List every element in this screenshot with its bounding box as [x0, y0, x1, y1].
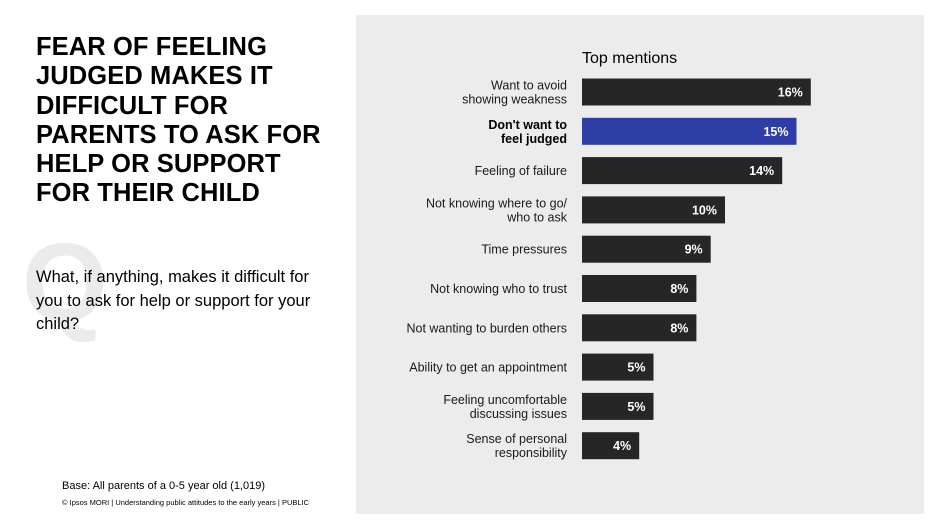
bar	[582, 235, 711, 263]
category-label: Not knowing who to trust	[430, 282, 567, 296]
category-label: Sense of personal responsibility	[466, 432, 568, 460]
bar	[582, 196, 725, 224]
category-label: Feeling uncomfortable discussing issues	[443, 393, 567, 421]
base-note: Base: All parents of a 0-5 year old (1,0…	[62, 480, 266, 492]
data-label: 4%	[613, 439, 631, 453]
data-label: 5%	[627, 361, 645, 375]
question-mark-watermark: Q	[22, 221, 108, 344]
chart-title: Top mentions	[582, 50, 678, 67]
bar	[582, 392, 654, 420]
slide-title: FEAR OF FEELING JUDGED MAKES IT DIFFICUL…	[36, 33, 321, 208]
bar	[582, 275, 697, 302]
bar	[582, 157, 783, 185]
bar	[582, 432, 640, 460]
data-label: 15%	[763, 125, 788, 139]
data-label: 14%	[749, 164, 774, 178]
data-label: 8%	[670, 282, 688, 296]
data-label: 9%	[685, 243, 703, 257]
bar	[582, 314, 697, 342]
survey-question: What, if anything, makes it difficult fo…	[36, 268, 311, 333]
bar	[582, 78, 811, 106]
category-label: Not wanting to burden others	[406, 321, 567, 335]
data-label: 10%	[692, 203, 717, 217]
category-label: Not knowing where to go/who to ask	[426, 196, 568, 224]
data-label: 5%	[627, 400, 645, 414]
category-label: Feeling of failure	[475, 164, 567, 178]
bar	[582, 353, 654, 381]
bar	[582, 117, 797, 145]
data-label: 8%	[670, 321, 688, 335]
category-label: Don't want to feel judged	[488, 118, 567, 146]
category-label: Want to avoid showing weakness	[462, 79, 567, 107]
data-label: 16%	[778, 86, 803, 100]
category-label: Time pressures	[481, 243, 567, 257]
category-label: Ability to get an appointment	[409, 361, 567, 375]
footer-note: © Ipsos MORI | Understanding public atti…	[62, 498, 310, 507]
